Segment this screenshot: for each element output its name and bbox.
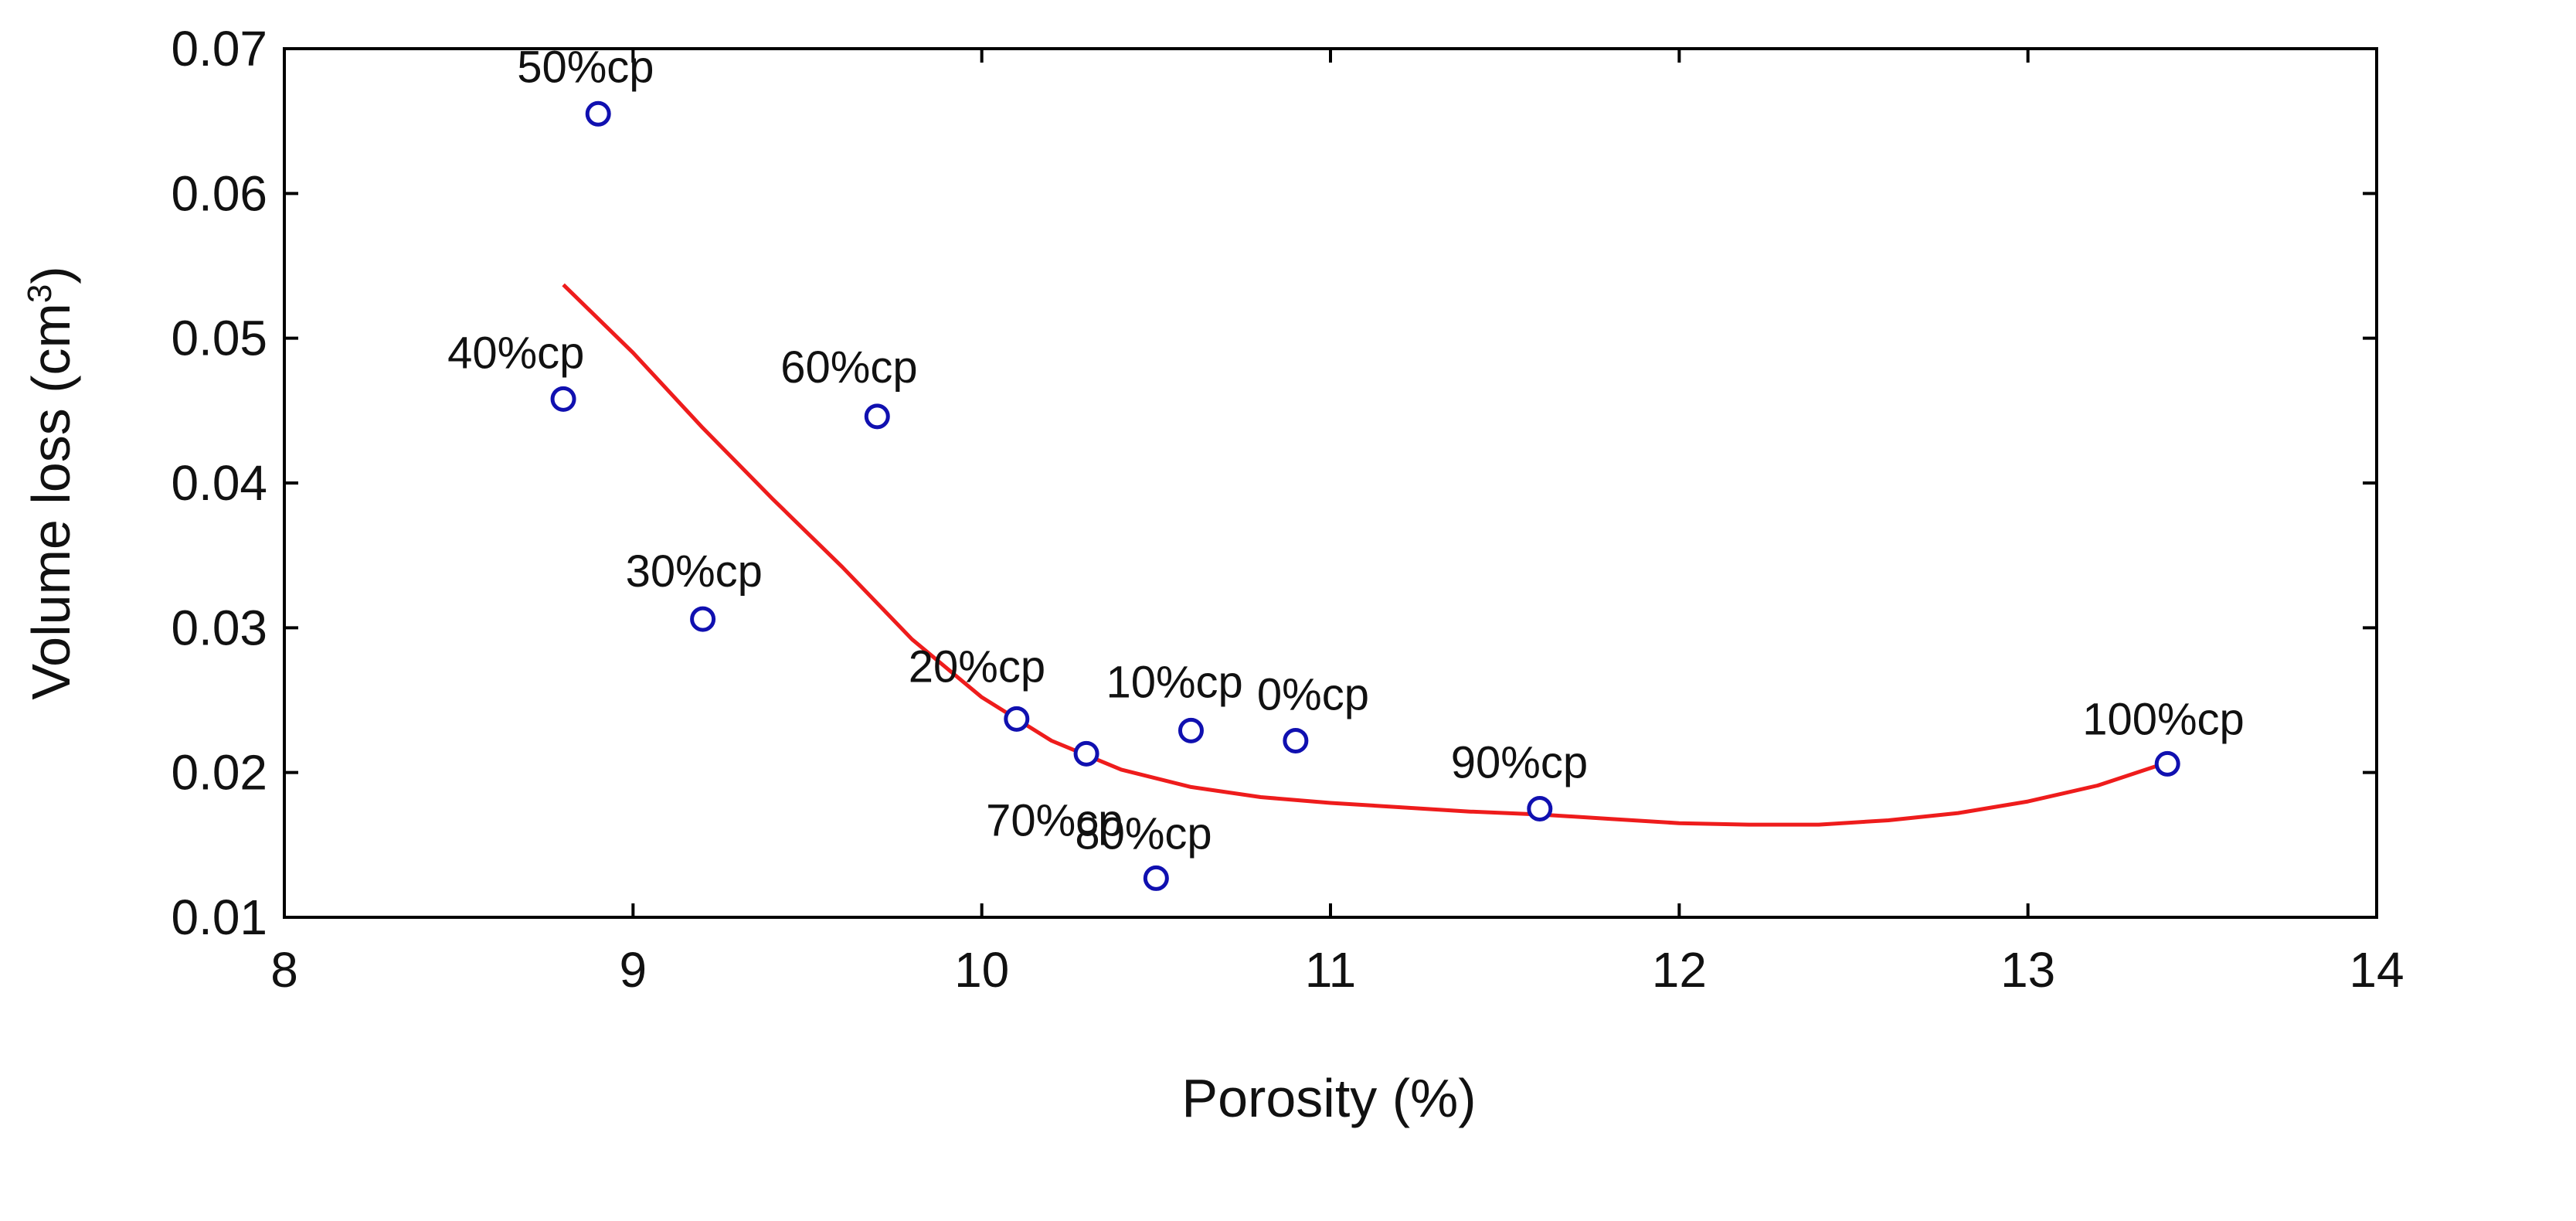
data-point [2154,750,2180,777]
data-point-label: 60%cp [780,342,917,393]
data-point [1178,717,1204,743]
y-axis-ticks: 0.01 0.02 0.03 0.04 0.05 0.06 0.07 [171,21,2377,945]
data-point [1004,706,1030,732]
fit-curve-layer [562,283,2168,827]
data-points-layer: 0%cp 10%cp 20%cp 30%cp 40%cp 50%cp 60%cp 70%cp8… [447,42,2245,891]
x-axis-title: Porosity (%) [1181,1068,1476,1128]
data-point [550,386,576,412]
y-tick-label: 0.04 [171,455,267,511]
data-point-label: 80%cp [1075,808,1212,859]
x-tick-label: 9 [620,942,647,998]
data-point-label: 0%cp [1257,669,1369,719]
data-point [1073,740,1099,767]
data-point-label: 50%cp [517,42,654,92]
y-axis-title-main: Volume loss (cm [21,303,81,699]
data-point-label: 40%cp [447,328,584,378]
data-point-label: 100%cp [2082,694,2245,744]
data-point [585,100,611,127]
y-tick-label: 0.03 [171,600,267,655]
x-tick-label: 12 [1652,942,1707,998]
data-point-label: 20%cp [909,641,1045,692]
y-tick-label: 0.07 [171,21,267,77]
data-point [864,403,890,430]
y-tick-label: 0.02 [171,745,267,801]
x-tick-label: 10 [954,942,1009,998]
data-point [1527,796,1553,821]
data-point-label: 70%cp [986,795,1123,845]
y-axis-title: Volume loss (cm3) [21,266,81,699]
y-axis-title-superscript: 3 [21,284,59,303]
data-point [690,606,716,632]
y-tick-label: 0.01 [171,889,267,945]
y-tick-label: 0.05 [171,311,267,366]
x-axis-ticks: 8 9 10 11 12 13 14 [270,49,2404,998]
x-tick-label: 13 [2000,942,2055,998]
data-point-label: 30%cp [626,546,763,597]
data-point [1143,865,1169,891]
data-point [1283,727,1309,753]
fit-curve [562,283,2168,827]
x-tick-label: 8 [270,942,298,998]
x-tick-label: 11 [1305,942,1356,998]
plot-frame [283,47,2378,919]
data-point-label: 10%cp [1106,657,1242,707]
data-point-label: 90%cp [1451,738,1588,788]
y-axis-title-close: ) [21,266,81,284]
x-tick-label: 14 [2349,942,2404,998]
y-tick-label: 0.06 [171,165,267,221]
